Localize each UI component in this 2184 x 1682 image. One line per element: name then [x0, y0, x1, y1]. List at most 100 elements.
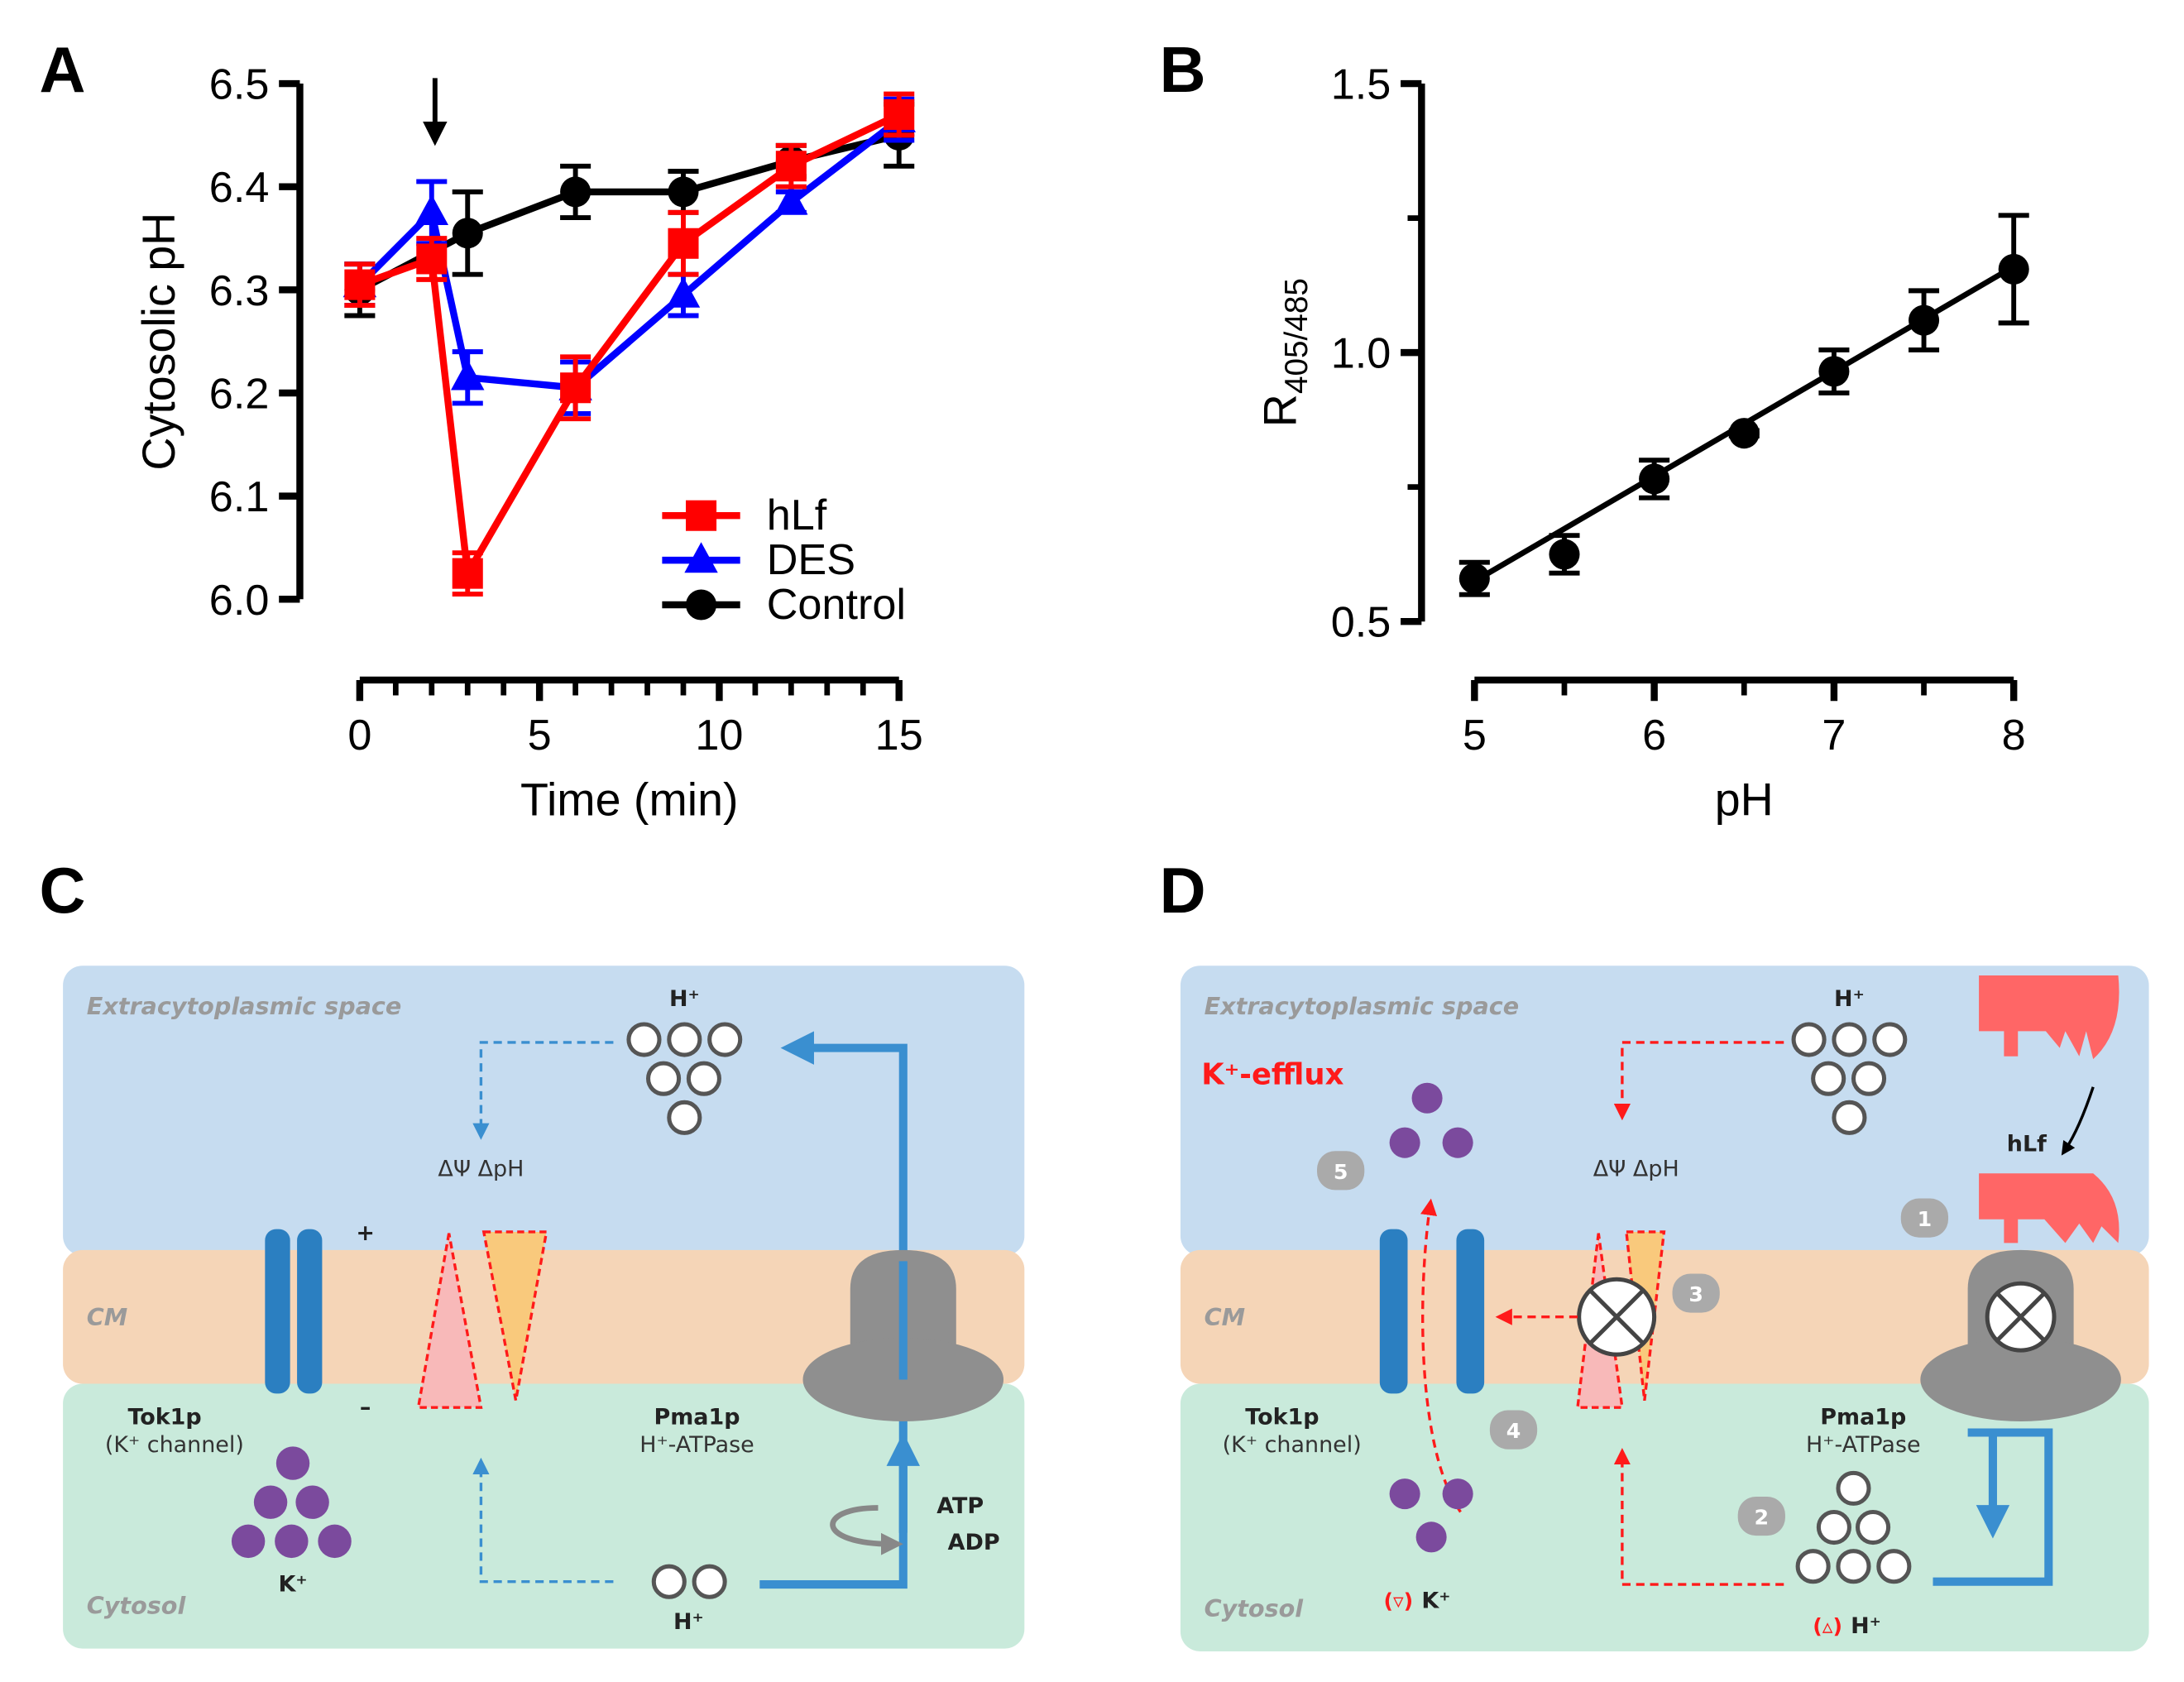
y-tick-label: 6.5	[209, 61, 270, 109]
change-marker: (▵)	[1813, 1614, 1842, 1638]
x-axis-label: pH	[1715, 774, 1774, 825]
panel-letter: D	[1160, 855, 1206, 927]
marker	[774, 184, 808, 215]
x-tick-label: 0	[347, 712, 371, 760]
region-label: CM	[1205, 1303, 1246, 1331]
gradient-label: ΔΨ ΔpH	[438, 1157, 524, 1182]
x-axis-label: Time (min)	[520, 774, 738, 825]
panel-letter: C	[39, 855, 85, 927]
pump	[1920, 1337, 2121, 1422]
y-tick-label: 0.5	[1331, 599, 1391, 647]
potassium-cluster	[1389, 1082, 1473, 1158]
step-number: 3	[1688, 1282, 1703, 1306]
y-axis-label: R405/485	[1255, 278, 1315, 427]
channel	[1379, 1229, 1408, 1394]
hlf-protein	[1979, 1173, 2119, 1244]
channel-name: Tok1p	[127, 1404, 201, 1430]
legend-label: Control	[767, 581, 906, 629]
x-tick-label: 7	[1822, 712, 1846, 760]
x-tick-label: 5	[1463, 712, 1487, 760]
hlf-label: hLf	[2007, 1131, 2047, 1157]
proton-cluster	[1795, 1470, 1912, 1584]
cytosol-region	[63, 1383, 1025, 1649]
flow-arrow	[472, 1041, 614, 1140]
gradient-label: ΔΨ ΔpH	[1593, 1157, 1679, 1182]
x-tick-label: 15	[875, 712, 923, 760]
cytosol-region	[1180, 1383, 2149, 1651]
change-marker: (▿)	[1383, 1589, 1413, 1613]
step-badge: 1	[1900, 1198, 1949, 1238]
potassium-cluster	[1389, 1478, 1473, 1553]
y-axis-label-text: R	[1255, 394, 1306, 427]
marker	[1458, 563, 1490, 594]
step-number: 4	[1506, 1419, 1521, 1443]
x-tick-label: 10	[695, 712, 743, 760]
step-badge: 4	[1489, 1410, 1538, 1450]
charge-label: +	[356, 1220, 375, 1246]
y-tick-label: 1.0	[1331, 330, 1391, 378]
marker	[666, 276, 701, 308]
channel-desc: (K⁺ channel)	[105, 1432, 244, 1458]
legend-label: DES	[767, 536, 855, 584]
flow-arrow	[1613, 1041, 1784, 1121]
adp-label: ADP	[948, 1530, 1000, 1555]
binding-arrow	[2061, 1086, 2095, 1156]
region-label: Cytosol	[1205, 1594, 1305, 1622]
region-label: Extracytoplasmic space	[1205, 992, 1520, 1020]
y-tick-label: 6.1	[209, 473, 270, 521]
marker	[451, 359, 485, 391]
diagram-d: Extracytoplasmic space CM Cytosol K⁺-eff…	[1180, 966, 2149, 1651]
marker	[884, 98, 915, 130]
marker	[686, 589, 717, 621]
marker	[416, 243, 448, 275]
marker	[452, 558, 483, 589]
pump-flow	[1933, 1428, 2053, 1586]
y-tick-label: 6.0	[209, 577, 270, 625]
chart: 6.0 6.1 6.2 6.3 6.4 6.5 0 5 10 15 Time (min) Cytoso…	[133, 61, 923, 826]
gradient-triangle	[481, 1230, 548, 1402]
block-symbol	[1995, 1291, 2047, 1343]
proton-cluster	[1791, 1022, 1908, 1135]
proton-cluster	[626, 1022, 743, 1135]
pump-name: Pma1p	[654, 1404, 740, 1430]
charge-label: –	[360, 1395, 371, 1421]
marker	[452, 218, 483, 249]
efflux-label: K⁺-efflux	[1201, 1057, 1343, 1091]
gradient-triangle	[416, 1233, 483, 1409]
pump-name: Pma1p	[1820, 1404, 1906, 1430]
step-badge: 3	[1672, 1273, 1720, 1313]
marker	[414, 194, 449, 226]
step-number: 1	[1918, 1207, 1933, 1231]
marker	[1549, 539, 1580, 570]
marker	[775, 151, 807, 182]
pump-desc: H⁺-ATPase	[639, 1432, 754, 1458]
step-badge: 2	[1737, 1496, 1785, 1536]
region-label: CM	[87, 1303, 128, 1331]
y-tick-label: 1.5	[1331, 61, 1391, 109]
proton-cluster	[651, 1564, 727, 1599]
chart: 0.5 1.0 1.5 5 6 7 8 pH R405/485	[1255, 61, 2029, 825]
marker	[560, 372, 592, 404]
marker	[668, 176, 699, 208]
efflux-arrow	[1420, 1198, 1462, 1513]
step-badge: 5	[1317, 1151, 1365, 1191]
y-tick-label: 6.2	[209, 371, 270, 419]
marker	[344, 269, 376, 300]
region-label: Cytosol	[87, 1591, 187, 1619]
panel-letter: B	[1160, 35, 1206, 106]
marker	[668, 228, 699, 259]
atp-label: ATP	[936, 1493, 984, 1519]
charts: 6.0 6.1 6.2 6.3 6.4 6.5 0 5 10 15 Time (min) Cytoso…	[133, 61, 2029, 826]
step-number: 2	[1755, 1506, 1770, 1530]
flow-arrow	[1613, 1448, 1784, 1586]
potassium-label: K⁺	[1421, 1589, 1450, 1614]
channel	[1456, 1229, 1485, 1394]
channel-name: Tok1p	[1245, 1404, 1319, 1430]
potassium-label: K⁺	[278, 1572, 307, 1598]
x-tick-label: 6	[1642, 712, 1666, 760]
flow-arrow	[472, 1457, 614, 1584]
x-tick-label: 5	[528, 712, 552, 760]
pump-desc: H⁺-ATPase	[1806, 1432, 1921, 1458]
atp-arrow	[830, 1505, 903, 1555]
